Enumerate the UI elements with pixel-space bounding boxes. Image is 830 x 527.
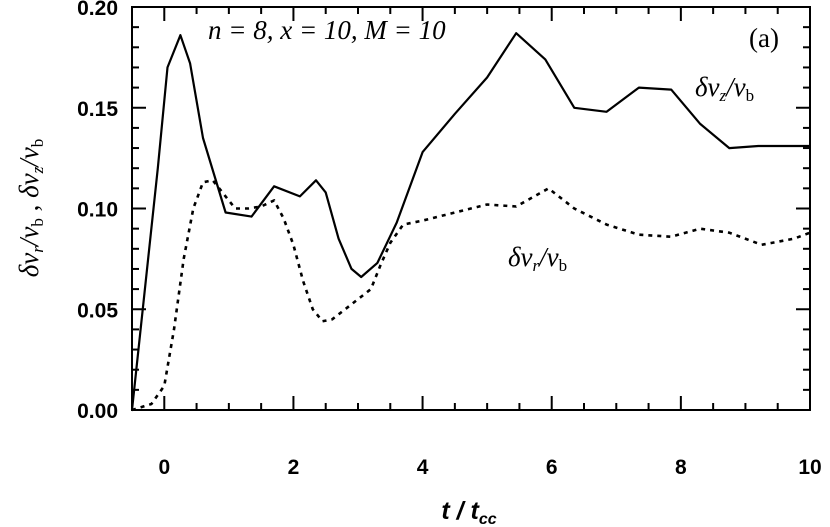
x-tick-label: 4 (417, 456, 429, 479)
y-axis-label-sep: , (14, 198, 44, 218)
series-label-vr: δvr/vb (508, 242, 567, 275)
x-tick-label: 0 (158, 456, 170, 479)
x-axis-label-t2: t (471, 497, 481, 525)
series-label-vr-main: δv (508, 242, 533, 272)
y-axis-label-b-den-sub: b (28, 139, 47, 148)
y-axis-label-b: δv (14, 173, 44, 198)
x-tick-label: 10 (798, 456, 821, 479)
series-line-vr (131, 179, 811, 412)
parameters-label: n = 8, x = 10, M = 10 (208, 15, 446, 45)
y-axis-label-a-den: /v (14, 227, 44, 249)
series-label-vz-sub: z (719, 86, 727, 105)
y-axis-label-b-sub: z (28, 166, 47, 174)
x-tick-label: 8 (675, 456, 687, 479)
y-axis-label-a: δv (14, 253, 44, 278)
y-axis-label-b-den: /v (14, 147, 44, 169)
panel-label: (a) (749, 23, 779, 53)
series-label-vz: δvz/vb (695, 72, 754, 105)
series-label-vz-den-sub: b (746, 86, 755, 105)
y-tick-label: 0.00 (77, 400, 118, 423)
series-layer (130, 32, 811, 412)
y-axis-label: δvr/vb , δvz/vb (14, 139, 47, 278)
series-label-vr-den-sub: b (559, 256, 568, 275)
series-label-vr-sub: r (533, 256, 540, 275)
series-label-vr-den: /v (537, 242, 559, 272)
y-axis: 0.00 0.05 0.10 0.15 0.20 (77, 0, 810, 423)
y-tick-label: 0.20 (77, 0, 118, 20)
series-line-vz (130, 32, 810, 411)
x-axis-label-sep: / (450, 497, 471, 525)
y-tick-label: 0.05 (77, 299, 118, 322)
x-axis-label-t: t (441, 497, 451, 525)
y-axis-label-a-den-sub: b (28, 218, 47, 227)
x-tick-label: 2 (288, 456, 300, 479)
y-tick-label: 0.15 (77, 98, 118, 121)
y-axis-label-a-sub: r (28, 246, 47, 253)
series-label-vz-den: /v (724, 72, 746, 102)
x-axis-label: t / tcc (441, 497, 496, 527)
series-label-vz-main: δv (695, 72, 720, 102)
x-tick-label: 6 (546, 456, 558, 479)
y-tick-label: 0.10 (77, 199, 118, 222)
x-axis-label-sub: cc (479, 511, 497, 527)
x-axis: 0 2 4 6 8 10 (131, 7, 822, 479)
